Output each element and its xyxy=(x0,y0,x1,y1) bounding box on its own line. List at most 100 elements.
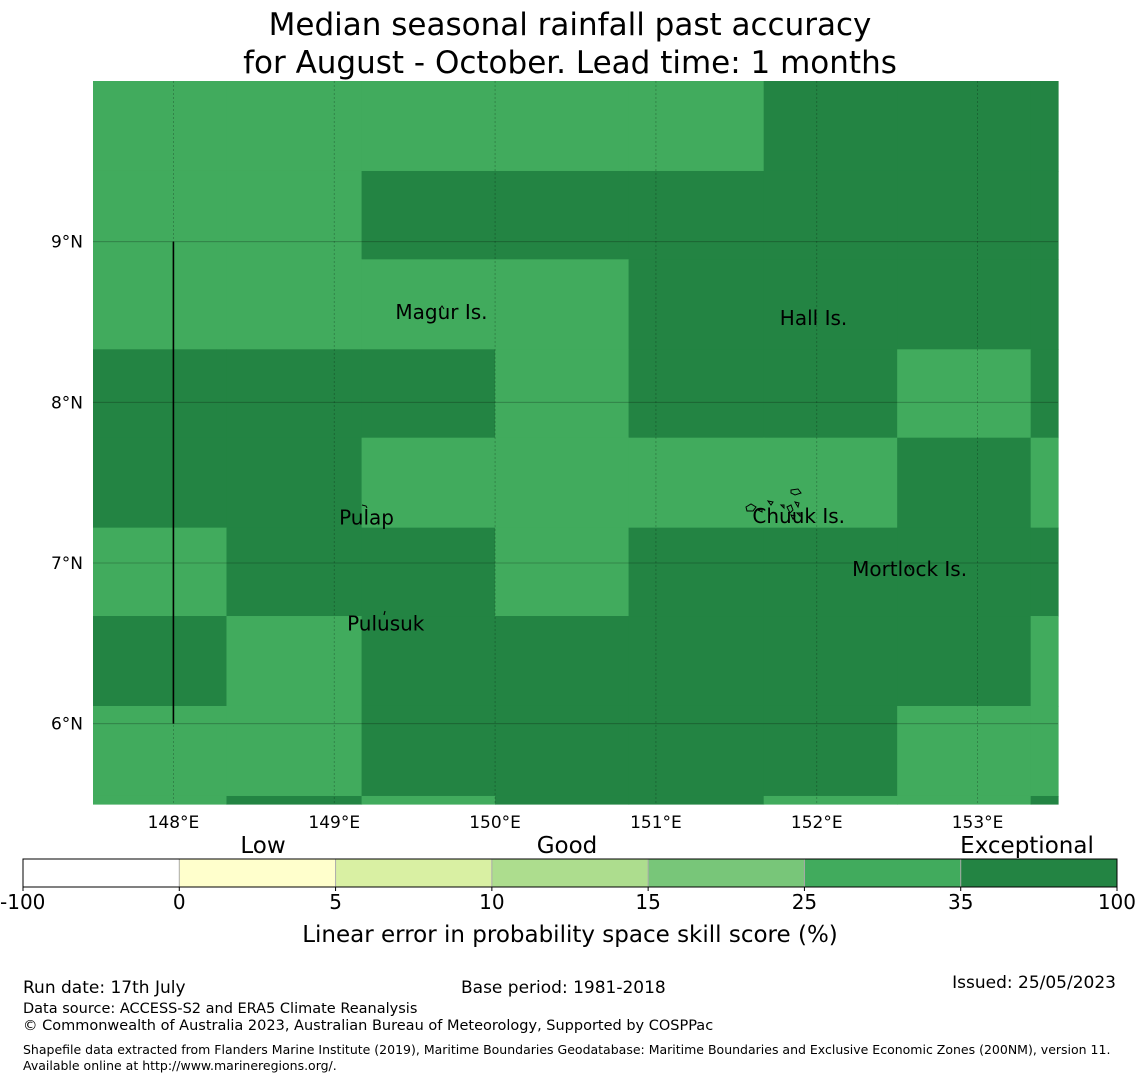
graticule xyxy=(93,81,1058,804)
skill-cell xyxy=(226,349,363,439)
skill-cell xyxy=(1030,616,1059,707)
skill-cell xyxy=(1030,795,1059,805)
colorbar-tick-label: 10 xyxy=(479,890,504,914)
colorbar-label: Linear error in probability space skill … xyxy=(302,922,838,948)
skill-cell xyxy=(897,170,1032,260)
colorbar-category-label: Low xyxy=(240,833,285,859)
skill-cell xyxy=(763,527,898,617)
island-outlines xyxy=(361,305,912,616)
pulusuk-island-outline xyxy=(383,610,386,616)
skill-cell xyxy=(1030,349,1059,439)
skill-cell xyxy=(628,705,765,797)
base-period: Base period: 1981-2018 xyxy=(461,978,666,998)
skill-cell xyxy=(628,616,765,707)
colorbar-tick-label: 5 xyxy=(329,890,342,914)
skill-cell xyxy=(763,616,898,707)
skill-cell xyxy=(897,81,1032,172)
colorbar-tick-label: 0 xyxy=(173,890,186,914)
colorbar: -100 0 5 10 15 25 35 100 Low Good Exceptional xyxy=(0,833,1136,914)
skill-cell xyxy=(628,81,765,172)
skill-cell xyxy=(93,259,228,350)
skill-cell xyxy=(1030,527,1059,617)
colorbar-segment xyxy=(335,859,493,887)
skill-cell xyxy=(628,170,765,260)
chart-title-line-2: for August - October. Lead time: 1 month… xyxy=(243,45,897,81)
colorbar-tick-label: 35 xyxy=(948,890,973,914)
colorbar-tick-label: 25 xyxy=(792,890,817,914)
skill-cell xyxy=(897,705,1032,797)
skill-cell xyxy=(763,81,898,172)
skill-cell xyxy=(361,527,496,617)
skill-cell xyxy=(1030,170,1059,260)
skill-cell xyxy=(93,81,228,172)
skill-cell xyxy=(1030,81,1059,172)
skill-cell xyxy=(495,616,630,707)
skill-cell xyxy=(763,259,898,350)
latitude-tick-label: 9°N xyxy=(51,233,83,253)
skill-cell xyxy=(361,437,496,529)
skill-cell xyxy=(361,616,496,707)
skill-cell xyxy=(897,259,1032,350)
magur-island-outline xyxy=(438,305,445,311)
skill-cell xyxy=(226,705,363,797)
skill-cell xyxy=(226,170,363,260)
skill-cell xyxy=(495,170,630,260)
skill-cell xyxy=(763,795,898,805)
skill-cell xyxy=(495,349,630,439)
skill-cell xyxy=(361,795,496,805)
skill-cell xyxy=(361,705,496,797)
skill-cell xyxy=(628,527,765,617)
chuuk-island-outline xyxy=(745,488,802,520)
skill-cell xyxy=(361,349,496,439)
longitude-tick-label: 152°E xyxy=(791,813,843,833)
axis-labels: 148°E 149°E 150°E 151°E 152°E 153°E 9°N 8°N 7°N 6… xyxy=(51,233,1003,833)
skill-cell xyxy=(226,795,363,805)
skill-cell xyxy=(897,616,1032,707)
colorbar-segment xyxy=(491,859,649,887)
skill-cell xyxy=(897,795,1032,805)
latitude-tick-label: 6°N xyxy=(51,715,83,735)
skill-cell xyxy=(93,170,228,260)
skill-cell xyxy=(763,349,898,439)
longitude-tick-label: 148°E xyxy=(148,813,200,833)
colorbar-segment xyxy=(960,859,1118,887)
colorbar-segment xyxy=(179,859,337,887)
skill-cell xyxy=(93,795,228,805)
place-label: Magur Is. xyxy=(395,300,487,324)
skill-cell xyxy=(628,795,765,805)
skill-cell xyxy=(495,527,630,617)
longitude-tick-label: 151°E xyxy=(630,813,682,833)
skill-cell xyxy=(628,437,765,529)
skill-cell xyxy=(495,705,630,797)
colorbar-category-label: Exceptional xyxy=(960,833,1094,859)
longitude-tick-label: 150°E xyxy=(469,813,521,833)
issued-date: Issued: 25/05/2023 xyxy=(952,973,1116,993)
shapefile-credit: Shapefile data extracted from Flanders M… xyxy=(23,1042,1111,1073)
skill-cell xyxy=(1030,705,1059,797)
run-date: Run date: 17th July xyxy=(23,978,186,998)
skill-cell xyxy=(897,437,1032,529)
data-source: Data source: ACCESS-S2 and ERA5 Climate … xyxy=(23,1001,418,1017)
skill-cell xyxy=(226,259,363,350)
skill-cell xyxy=(897,349,1032,439)
place-label: Mortlock Is. xyxy=(852,557,967,581)
colorbar-segment xyxy=(648,859,805,887)
skill-cell xyxy=(226,616,363,707)
skill-cell xyxy=(226,527,363,617)
skill-cell xyxy=(93,437,228,529)
skill-cell xyxy=(628,349,765,439)
colorbar-category-label: Good xyxy=(537,833,598,859)
place-label: Hall Is. xyxy=(780,306,847,330)
latitude-tick-label: 7°N xyxy=(51,554,83,574)
copyright: © Commonwealth of Australia 2023, Austra… xyxy=(23,1018,714,1034)
skill-cell xyxy=(93,349,228,439)
skill-cell xyxy=(1030,259,1059,350)
skill-cell xyxy=(763,705,898,797)
longitude-tick-label: 153°E xyxy=(952,813,1004,833)
colorbar-tick-label: 15 xyxy=(635,890,660,914)
skill-cell xyxy=(226,81,363,172)
place-labels: Magur Is. Hall Is. Pulap Chuuk Is. Mortlock … xyxy=(339,300,967,636)
skill-cell xyxy=(495,259,630,350)
skill-cell xyxy=(763,170,898,260)
colorbar-tick-label: 100 xyxy=(1098,890,1136,914)
